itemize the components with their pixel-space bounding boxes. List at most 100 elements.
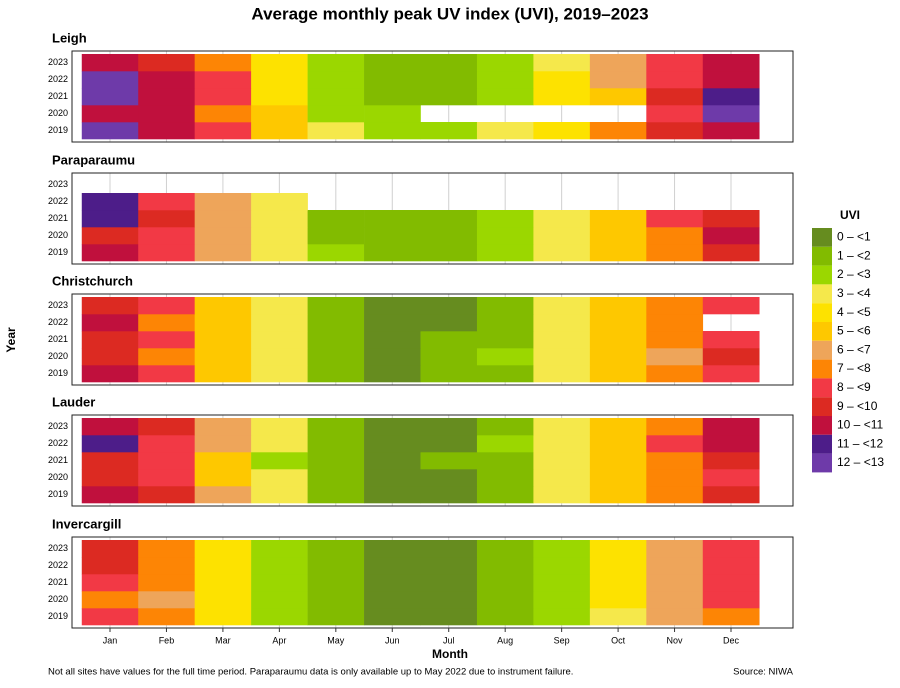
heatmap-cell <box>81 348 139 366</box>
heatmap-cell <box>307 486 365 504</box>
x-tick-label: Jan <box>103 635 118 645</box>
legend-swatch <box>812 416 832 435</box>
heatmap-cell <box>194 210 252 228</box>
x-tick-label: Sep <box>554 635 570 645</box>
heatmap-cell <box>81 365 139 383</box>
x-tick-label: Mar <box>215 635 231 645</box>
heatmap-cell <box>533 452 591 470</box>
heatmap-cell <box>420 452 478 470</box>
heatmap-cell <box>194 244 252 262</box>
heatmap-cell <box>533 591 591 609</box>
heatmap-cell <box>420 435 478 453</box>
legend-swatch <box>812 303 832 322</box>
heatmap-cell <box>81 314 139 332</box>
heatmap-cell <box>702 122 760 140</box>
heatmap-cell <box>646 88 704 106</box>
y-tick-label: 2023 <box>48 57 68 67</box>
heatmap-cell <box>251 557 308 575</box>
legend-swatch <box>812 453 832 473</box>
heatmap-cell <box>364 574 421 592</box>
heatmap-cell <box>138 469 195 487</box>
x-tick-label: Oct <box>611 635 626 645</box>
heatmap-cell <box>307 210 365 228</box>
heatmap-cell <box>589 227 647 245</box>
heatmap-cell <box>589 591 647 609</box>
heatmap-cell <box>251 244 308 262</box>
heatmap-cell <box>364 244 421 262</box>
heatmap-cell <box>364 348 421 366</box>
heatmap-cell <box>420 331 478 349</box>
heatmap-cell <box>533 227 591 245</box>
heatmap-cell <box>702 105 760 123</box>
source: Source: NIWA <box>733 667 793 678</box>
heatmap-cell <box>702 210 760 228</box>
y-tick-label: 2021 <box>48 455 68 465</box>
heatmap-cell <box>646 469 704 487</box>
heatmap-cell <box>646 591 704 609</box>
y-tick-label: 2022 <box>48 74 68 84</box>
heatmap-cell <box>364 469 421 487</box>
heatmap-cell <box>476 88 534 106</box>
y-tick-label: 2021 <box>48 334 68 344</box>
heatmap-cell <box>194 297 252 315</box>
heatmap-cell <box>251 193 308 211</box>
heatmap-cell <box>589 540 647 558</box>
heatmap-cell <box>194 348 252 366</box>
heatmap-cell <box>307 71 365 89</box>
heatmap-cell <box>702 348 760 366</box>
heatmap-cell <box>420 540 478 558</box>
heatmap-cell <box>476 591 534 609</box>
legend-label: 10 – <11 <box>837 418 883 432</box>
legend-swatch <box>812 322 832 341</box>
heatmap-cell <box>702 365 760 383</box>
heatmap-cell <box>646 418 704 436</box>
y-tick-label: 2020 <box>48 230 68 240</box>
heatmap-cell <box>307 314 365 332</box>
legend-swatch <box>812 284 832 304</box>
heatmap-cell <box>533 486 591 504</box>
y-tick-label: 2019 <box>48 247 68 257</box>
heatmap-cell <box>420 365 478 383</box>
heatmap-cell <box>307 574 365 592</box>
heatmap-cell <box>420 591 478 609</box>
heatmap-cell <box>702 557 760 575</box>
heatmap-cell <box>589 608 647 626</box>
heatmap-cell <box>81 105 139 123</box>
heatmap-cell <box>589 71 647 89</box>
heatmap-cell <box>646 314 704 332</box>
heatmap-cell <box>81 54 139 72</box>
panel-title: Leigh <box>52 30 87 45</box>
heatmap-cell <box>364 365 421 383</box>
heatmap-cell <box>589 314 647 332</box>
heatmap-cell <box>138 435 195 453</box>
heatmap-cell <box>646 540 704 558</box>
heatmap-cell <box>194 486 252 504</box>
heatmap-cell <box>702 486 760 504</box>
y-tick-label: 2019 <box>48 125 68 135</box>
y-tick-label: 2020 <box>48 472 68 482</box>
legend-title: UVI <box>840 208 860 222</box>
heatmap-cell <box>81 574 139 592</box>
heatmap-cell <box>138 418 195 436</box>
y-tick-label: 2022 <box>48 560 68 570</box>
heatmap-cell <box>702 54 760 72</box>
heatmap-cell <box>138 210 195 228</box>
panel-border <box>71 50 794 143</box>
heatmap-cell <box>307 122 365 140</box>
heatmap-cell <box>307 418 365 436</box>
panel-title: Christchurch <box>52 273 133 288</box>
heatmap-cell <box>194 452 252 470</box>
heatmap-cell <box>420 122 478 140</box>
legend-swatch <box>812 265 832 285</box>
heatmap-cell <box>138 122 195 140</box>
heatmap-cell <box>476 452 534 470</box>
legend-label: 4 – <5 <box>837 305 871 319</box>
heatmap-cell <box>194 435 252 453</box>
heatmap-cell <box>476 122 534 140</box>
heatmap-cell <box>307 608 365 626</box>
heatmap-cell <box>138 244 195 262</box>
heatmap-cell <box>81 122 139 140</box>
heatmap-cell <box>420 227 478 245</box>
y-tick-label: 2022 <box>48 317 68 327</box>
heatmap-cell <box>194 227 252 245</box>
